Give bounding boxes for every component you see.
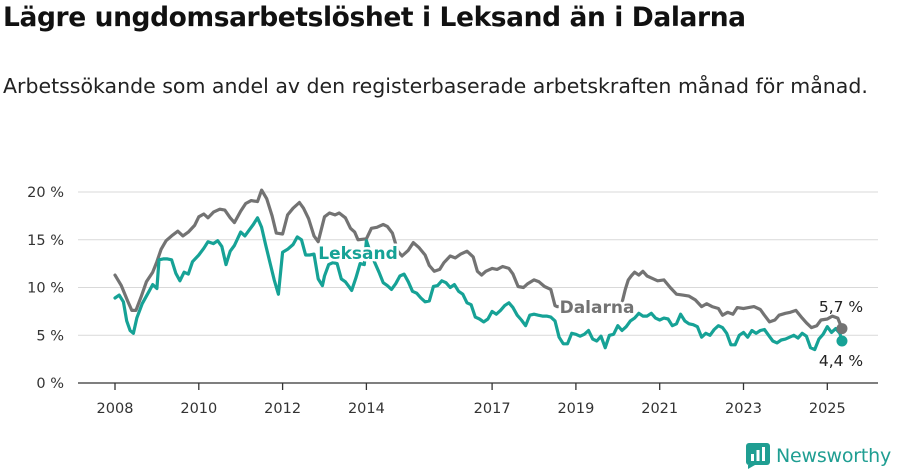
- brand-name: Newsworthy: [776, 445, 892, 467]
- x-tick-label: 2014: [348, 401, 385, 417]
- series-label-leksand: Leksand: [318, 244, 398, 264]
- y-tick-label: 10 %: [27, 281, 64, 297]
- x-tick-label: 2019: [557, 401, 594, 417]
- series-label-dalarna-halo: Dalarna: [560, 298, 635, 318]
- series-line-dalarna: [113, 188, 844, 331]
- end-label-dalarna: 5,7 %: [819, 298, 863, 316]
- series-line-leksand: [113, 216, 844, 352]
- y-tick-label: 15 %: [27, 233, 64, 249]
- end-point-leksand: [836, 335, 848, 347]
- x-tick-label: 2025: [809, 401, 846, 417]
- x-tick-label: 2023: [725, 401, 762, 417]
- y-tick-label: 0 %: [36, 376, 64, 392]
- newsworthy-logo-icon: [746, 443, 770, 469]
- y-tick-label: 5 %: [36, 328, 64, 344]
- x-tick-label: 2017: [474, 401, 511, 417]
- x-tick-label: 2012: [264, 401, 301, 417]
- x-tick-label: 2008: [97, 401, 134, 417]
- chart-title: Lägre ungdomsarbetslöshet i Leksand än i…: [3, 2, 746, 33]
- chart-subtitle: Arbetssökande som andel av den registerb…: [3, 74, 868, 98]
- end-label-leksand: 4,4 %: [819, 352, 863, 370]
- brand: Newsworthy: [746, 442, 891, 470]
- end-point-dalarna: [836, 323, 848, 335]
- y-tick-label: 20 %: [27, 185, 64, 201]
- series-label-leksand-halo: Leksand: [318, 244, 398, 264]
- x-tick-label: 2010: [180, 401, 217, 417]
- series-label-dalarna: Dalarna: [560, 298, 635, 318]
- x-tick-label: 2021: [641, 401, 678, 417]
